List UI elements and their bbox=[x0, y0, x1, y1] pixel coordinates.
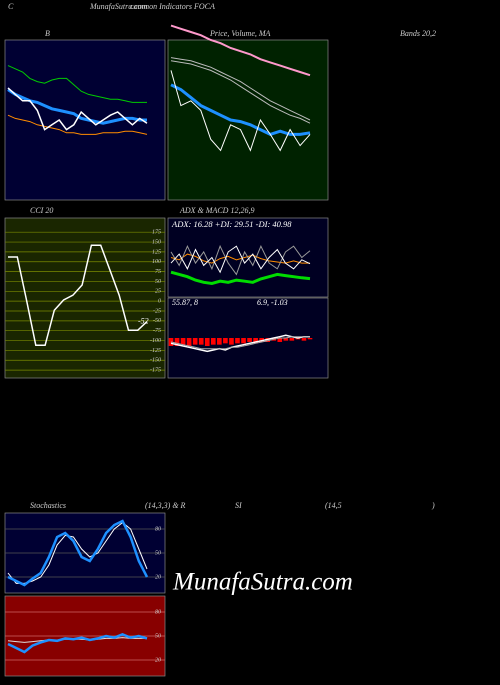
header-text: Bands 20,2 bbox=[400, 29, 436, 38]
histogram-bar bbox=[307, 338, 313, 340]
y-tick-label: 100 bbox=[152, 259, 161, 265]
series-line bbox=[170, 270, 311, 286]
histogram-bar bbox=[247, 338, 252, 342]
series-line bbox=[170, 83, 311, 137]
y-tick-label: 80 bbox=[155, 609, 161, 615]
annotation: 6.9, -1.03 bbox=[257, 298, 288, 307]
header-text: SI bbox=[235, 501, 242, 510]
header-text: C bbox=[8, 2, 14, 11]
y-tick-label: 50 bbox=[155, 633, 161, 639]
watermark: MunafaSutra.com bbox=[172, 569, 353, 596]
histogram-bar bbox=[229, 338, 234, 345]
series-line bbox=[170, 70, 311, 152]
annotation: 55.87, 8 bbox=[172, 298, 198, 307]
y-tick-label: 50 bbox=[155, 279, 161, 285]
header-text: (14,3,3) & R bbox=[145, 501, 186, 510]
y-tick-label: 20 bbox=[155, 574, 161, 580]
histogram-bar bbox=[217, 338, 222, 345]
panel bbox=[4, 217, 166, 379]
histogram-bar bbox=[198, 338, 204, 345]
header-text: MunafaSutra.com bbox=[89, 2, 148, 11]
header-text: Price, Volume, MA bbox=[209, 29, 271, 38]
histogram-bar bbox=[277, 338, 283, 342]
series-line bbox=[170, 245, 311, 274]
histogram-bar bbox=[223, 338, 228, 344]
series-line bbox=[7, 65, 147, 103]
header-text: B bbox=[45, 29, 50, 38]
y-tick-label: -150 bbox=[150, 358, 161, 364]
y-tick-label: -125 bbox=[150, 348, 161, 354]
series-line bbox=[170, 253, 310, 264]
histogram-bar bbox=[174, 338, 180, 346]
series-line bbox=[7, 633, 148, 654]
histogram-bar bbox=[186, 338, 192, 346]
series-line bbox=[7, 88, 147, 125]
series-line bbox=[7, 114, 148, 135]
histogram-bar bbox=[301, 338, 307, 341]
header-text: Stochastics bbox=[30, 501, 66, 510]
y-tick-label: 0 bbox=[158, 299, 161, 305]
y-tick-label: 75 bbox=[155, 269, 161, 275]
panel-title: ADX & MACD 12,26,9 bbox=[179, 206, 254, 215]
histogram-bar bbox=[210, 338, 216, 345]
series-line bbox=[7, 87, 148, 131]
y-tick-label: -100 bbox=[150, 338, 161, 344]
histogram-bar bbox=[241, 338, 246, 344]
series-line bbox=[170, 334, 310, 353]
header-text: ) bbox=[431, 501, 435, 510]
y-tick-label: 125 bbox=[152, 249, 161, 255]
histogram-bar bbox=[235, 338, 240, 344]
header-text: common Indicators FOCA bbox=[130, 2, 215, 11]
histogram-bar bbox=[192, 338, 198, 345]
y-tick-label: 50 bbox=[155, 550, 161, 556]
series-line bbox=[170, 336, 310, 350]
header-text: (14,5 bbox=[325, 501, 342, 510]
y-tick-label: -75 bbox=[153, 328, 161, 334]
series-line bbox=[8, 244, 148, 347]
series-line bbox=[7, 519, 149, 587]
y-tick-label: -25 bbox=[153, 308, 161, 314]
series-line bbox=[170, 244, 311, 276]
series-line bbox=[170, 24, 311, 77]
panel bbox=[167, 39, 329, 201]
histogram-bar bbox=[204, 338, 210, 346]
y-tick-label: 20 bbox=[155, 657, 161, 663]
annotation: -52 bbox=[138, 316, 149, 325]
series-line bbox=[170, 57, 311, 121]
histogram-bar bbox=[253, 338, 258, 344]
y-tick-label: 25 bbox=[155, 289, 161, 295]
y-tick-label: -50 bbox=[153, 318, 161, 324]
panel-title: CCI 20 bbox=[30, 206, 53, 215]
y-tick-label: 150 bbox=[152, 239, 161, 245]
series-line bbox=[170, 60, 311, 124]
y-tick-label: 80 bbox=[155, 526, 161, 532]
annotation: ADX: 16.28 +DI: 29.51 -DI: 40.98 bbox=[171, 219, 292, 229]
y-tick-label: 175 bbox=[152, 230, 161, 236]
histogram-bar bbox=[180, 338, 186, 345]
histogram-bar bbox=[289, 338, 295, 341]
y-tick-label: -175 bbox=[150, 367, 161, 373]
histogram-bar bbox=[283, 338, 289, 341]
